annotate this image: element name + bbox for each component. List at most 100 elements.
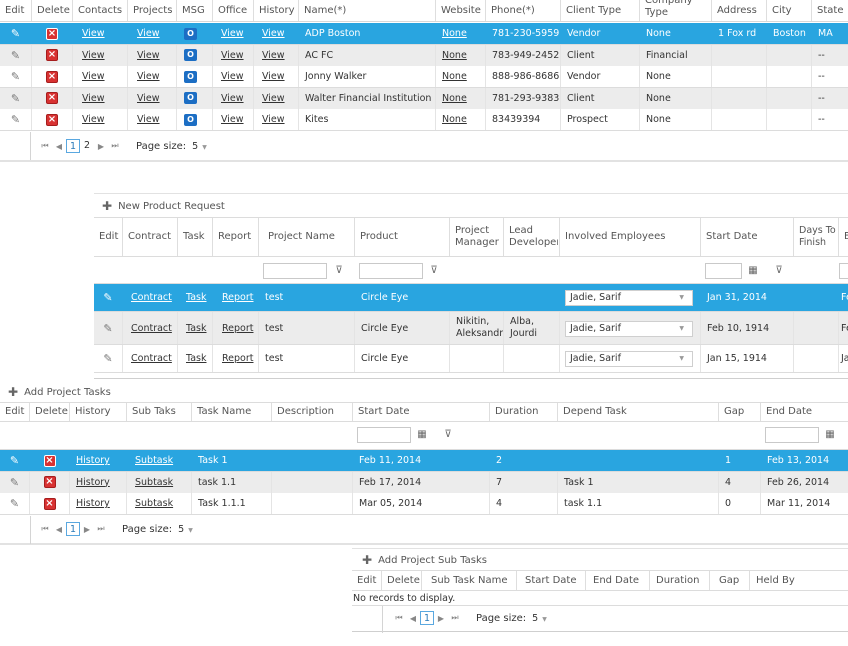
contacts-view-link[interactable]: View (82, 71, 105, 83)
project-name-filter-input[interactable] (263, 263, 327, 279)
contract-link[interactable]: Contract (131, 292, 172, 303)
col-edit[interactable]: Edit (5, 406, 25, 417)
page-1[interactable]: 1 (66, 139, 80, 153)
edit-pencil-icon[interactable]: ✎ (103, 352, 113, 365)
col-history[interactable]: History (253, 0, 298, 21)
add-project-tasks-button[interactable]: ✚ Add Project Tasks (8, 384, 111, 400)
col-end-date[interactable]: E (838, 218, 848, 256)
last-page-icon[interactable]: ⏭ (111, 141, 119, 150)
col-name[interactable]: Name(*) (298, 0, 435, 21)
delete-x-icon[interactable]: × (46, 49, 58, 62)
edit-pencil-icon[interactable]: ✎ (10, 27, 21, 40)
prev-page-icon[interactable]: ◀ (55, 141, 63, 151)
col-history[interactable]: History (69, 403, 126, 421)
col-city[interactable]: City (766, 0, 811, 21)
contract-link[interactable]: Contract (131, 353, 172, 364)
col-projects[interactable]: Projects (127, 0, 176, 21)
end-date-filter-input[interactable] (839, 263, 848, 279)
delete-x-icon[interactable]: × (43, 476, 56, 488)
col-msg[interactable]: MSG (176, 0, 212, 21)
history-view-link[interactable]: View (262, 71, 285, 83)
calendar-icon[interactable]: ▦ (825, 429, 835, 440)
col-sub-taks[interactable]: Sub Taks (126, 403, 191, 421)
outlook-icon[interactable]: O (184, 49, 197, 62)
start-date-filter-input[interactable] (357, 427, 411, 443)
history-view-link[interactable]: View (262, 92, 285, 104)
contract-link[interactable]: Contract (131, 322, 172, 334)
delete-x-icon[interactable]: × (46, 92, 58, 105)
col-delete[interactable]: Delete (381, 571, 421, 590)
history-view-link[interactable]: View (262, 49, 285, 61)
end-date-filter-input[interactable] (765, 427, 819, 443)
report-link[interactable]: Report (222, 322, 254, 334)
col-duration[interactable]: Duration (649, 571, 709, 590)
contacts-view-link[interactable]: View (82, 28, 105, 39)
office-view-link[interactable]: View (221, 71, 244, 83)
col-contacts[interactable]: Contacts (72, 0, 127, 21)
col-days-to-finish[interactable]: Days To Finish (793, 218, 838, 256)
delete-x-icon[interactable]: × (46, 27, 58, 40)
col-delete[interactable]: Delete (29, 403, 69, 421)
col-end-date[interactable]: End Date (585, 571, 649, 590)
task-link[interactable]: Task (186, 353, 207, 364)
start-date-filter-input[interactable] (705, 263, 742, 279)
col-task[interactable]: Task (177, 218, 212, 256)
subtask-link[interactable]: Subtask (135, 455, 174, 466)
edit-pencil-icon[interactable]: ✎ (9, 475, 20, 489)
edit-pencil-icon[interactable]: ✎ (103, 291, 113, 304)
projects-view-link[interactable]: View (137, 114, 160, 126)
page-1[interactable]: 1 (420, 611, 434, 625)
task-link[interactable]: Task (186, 322, 207, 334)
edit-pencil-icon[interactable]: ✎ (9, 454, 20, 467)
col-contract[interactable]: Contract (122, 218, 171, 256)
projects-view-link[interactable]: View (137, 92, 160, 104)
col-start-date[interactable]: Start Date (700, 218, 793, 256)
add-project-sub-tasks-button[interactable]: ✚ Add Project Sub Tasks (362, 552, 487, 568)
office-view-link[interactable]: View (221, 92, 244, 104)
contacts-view-link[interactable]: View (82, 92, 105, 104)
col-phone[interactable]: Phone(*) (485, 0, 560, 21)
col-edit[interactable]: Edit (99, 231, 119, 242)
prev-page-icon[interactable]: ◀ (409, 613, 417, 623)
col-company-type[interactable]: Company Type (639, 0, 711, 21)
page-2[interactable]: 2 (83, 140, 91, 151)
col-project-manager[interactable]: Project Manager (449, 218, 499, 256)
col-involved-employees[interactable]: Involved Employees (559, 218, 700, 256)
col-edit[interactable]: Edit (5, 4, 25, 16)
next-page-icon[interactable]: ▶ (97, 141, 105, 151)
col-gap[interactable]: Gap (718, 403, 760, 421)
col-delete[interactable]: Delete (31, 0, 72, 21)
col-end-date[interactable]: End Date (760, 403, 848, 421)
outlook-icon[interactable]: O (184, 70, 197, 83)
history-link[interactable]: History (76, 455, 110, 466)
history-view-link[interactable]: View (262, 114, 285, 126)
page-size-select[interactable]: 5 ▼ (532, 613, 558, 624)
subtask-link[interactable]: Subtask (135, 498, 174, 509)
history-link[interactable]: History (76, 498, 110, 509)
col-depend-task[interactable]: Depend Task (557, 403, 718, 421)
calendar-icon[interactable]: ▦ (748, 265, 758, 276)
projects-view-link[interactable]: View (137, 28, 160, 39)
filter-icon[interactable]: ⊽ (335, 265, 343, 276)
page-size-select[interactable]: 5 ▼ (192, 141, 218, 152)
page-size-select[interactable]: 5 ▼ (178, 524, 204, 535)
filter-icon[interactable]: ⊽ (775, 265, 783, 276)
col-gap[interactable]: Gap (709, 571, 749, 590)
first-page-icon[interactable]: ⏮ (395, 613, 403, 622)
filter-icon[interactable]: ⊽ (444, 429, 452, 440)
delete-x-icon[interactable]: × (43, 454, 56, 467)
website-link[interactable]: None (442, 28, 467, 39)
product-filter-input[interactable] (359, 263, 423, 279)
col-report[interactable]: Report (212, 218, 258, 256)
edit-pencil-icon[interactable]: ✎ (10, 91, 21, 105)
col-website[interactable]: Website (435, 0, 485, 21)
outlook-icon[interactable]: O (184, 92, 197, 105)
projects-view-link[interactable]: View (137, 71, 160, 83)
history-view-link[interactable]: View (262, 28, 285, 39)
col-duration[interactable]: Duration (489, 403, 557, 421)
last-page-icon[interactable]: ⏭ (97, 524, 105, 533)
delete-x-icon[interactable]: × (46, 113, 58, 126)
calendar-icon[interactable]: ▦ (417, 429, 427, 440)
col-client-type[interactable]: Client Type (560, 0, 639, 21)
page-1[interactable]: 1 (66, 522, 80, 536)
